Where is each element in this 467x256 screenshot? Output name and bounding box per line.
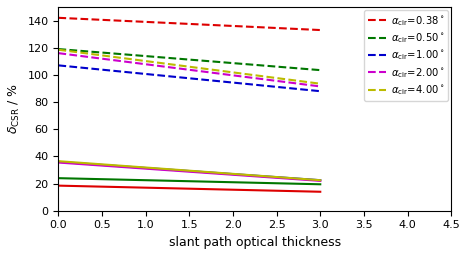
$\alpha_{\mathrm{cir}}\!=\!0.50^\circ$ xyxy=(304,68,310,71)
$\alpha_{\mathrm{cir}}\!=\!1.00^\circ$ xyxy=(318,90,323,93)
Legend: $\alpha_{\mathrm{cir}}\!=\!0.38^\circ$, $\alpha_{\mathrm{cir}}\!=\!0.50^\circ$, : $\alpha_{\mathrm{cir}}\!=\!0.38^\circ$, … xyxy=(364,10,448,101)
$\alpha_{\mathrm{cir}}\!=\!2.00^\circ$ xyxy=(125,60,131,63)
$\alpha_{\mathrm{cir}}\!=\!2.00^\circ$ xyxy=(71,54,77,57)
Line: $\alpha_{\mathrm{cir}}\!=\!1.00^\circ$: $\alpha_{\mathrm{cir}}\!=\!1.00^\circ$ xyxy=(58,65,320,91)
$\alpha_{\mathrm{cir}}\!=\!2.00^\circ$ xyxy=(104,58,110,61)
$\alpha_{\mathrm{cir}}\!=\!0.38^\circ$ xyxy=(295,27,301,30)
Line: $\alpha_{\mathrm{cir}}\!=\!0.50^\circ$: $\alpha_{\mathrm{cir}}\!=\!0.50^\circ$ xyxy=(58,49,320,70)
$\alpha_{\mathrm{cir}}\!=\!0.50^\circ$ xyxy=(66,48,72,51)
X-axis label: slant path optical thickness: slant path optical thickness xyxy=(169,236,341,249)
$\alpha_{\mathrm{cir}}\!=\!4.00^\circ$ xyxy=(125,57,131,60)
$\alpha_{\mathrm{cir}}\!=\!1.00^\circ$ xyxy=(295,88,301,91)
$\alpha_{\mathrm{cir}}\!=\!0.38^\circ$ xyxy=(71,17,77,20)
$\alpha_{\mathrm{cir}}\!=\!0.50^\circ$ xyxy=(318,69,323,72)
$\alpha_{\mathrm{cir}}\!=\!1.00^\circ$ xyxy=(71,65,77,68)
$\alpha_{\mathrm{cir}}\!=\!0.38^\circ$ xyxy=(318,28,323,31)
$\alpha_{\mathrm{cir}}\!=\!4.00^\circ$ xyxy=(104,55,110,58)
$\alpha_{\mathrm{cir}}\!=\!4.00^\circ$ xyxy=(304,80,310,83)
$\alpha_{\mathrm{cir}}\!=\!2.00^\circ$ xyxy=(304,83,310,86)
$\alpha_{\mathrm{cir}}\!=\!0.50^\circ$ xyxy=(56,48,61,51)
$\alpha_{\mathrm{cir}}\!=\!2.00^\circ$ xyxy=(295,82,301,85)
$\alpha_{\mathrm{cir}}\!=\!0.50^\circ$ xyxy=(71,49,77,52)
$\alpha_{\mathrm{cir}}\!=\!4.00^\circ$ xyxy=(66,50,72,53)
$\alpha_{\mathrm{cir}}\!=\!0.50^\circ$ xyxy=(104,51,110,55)
$\alpha_{\mathrm{cir}}\!=\!0.38^\circ$ xyxy=(304,28,310,31)
Line: $\alpha_{\mathrm{cir}}\!=\!2.00^\circ$: $\alpha_{\mathrm{cir}}\!=\!2.00^\circ$ xyxy=(58,53,320,87)
$\alpha_{\mathrm{cir}}\!=\!4.00^\circ$ xyxy=(318,82,323,85)
$\alpha_{\mathrm{cir}}\!=\!0.50^\circ$ xyxy=(295,67,301,70)
$\alpha_{\mathrm{cir}}\!=\!0.38^\circ$ xyxy=(66,17,72,20)
$\alpha_{\mathrm{cir}}\!=\!2.00^\circ$ xyxy=(56,52,61,55)
$\alpha_{\mathrm{cir}}\!=\!1.00^\circ$ xyxy=(304,88,310,91)
Y-axis label: $\delta_{\mathrm{CSR}}$ / %: $\delta_{\mathrm{CSR}}$ / % xyxy=(7,83,22,134)
$\alpha_{\mathrm{cir}}\!=\!1.00^\circ$ xyxy=(56,64,61,67)
$\alpha_{\mathrm{cir}}\!=\!2.00^\circ$ xyxy=(66,53,72,56)
$\alpha_{\mathrm{cir}}\!=\!0.38^\circ$ xyxy=(56,16,61,19)
$\alpha_{\mathrm{cir}}\!=\!4.00^\circ$ xyxy=(56,48,61,51)
$\alpha_{\mathrm{cir}}\!=\!0.38^\circ$ xyxy=(104,18,110,22)
Line: $\alpha_{\mathrm{cir}}\!=\!0.38^\circ$: $\alpha_{\mathrm{cir}}\!=\!0.38^\circ$ xyxy=(58,18,320,30)
$\alpha_{\mathrm{cir}}\!=\!1.00^\circ$ xyxy=(66,65,72,68)
$\alpha_{\mathrm{cir}}\!=\!2.00^\circ$ xyxy=(318,85,323,88)
$\alpha_{\mathrm{cir}}\!=\!4.00^\circ$ xyxy=(71,50,77,53)
$\alpha_{\mathrm{cir}}\!=\!1.00^\circ$ xyxy=(125,71,131,74)
$\alpha_{\mathrm{cir}}\!=\!1.00^\circ$ xyxy=(104,69,110,72)
$\alpha_{\mathrm{cir}}\!=\!0.50^\circ$ xyxy=(125,53,131,56)
$\alpha_{\mathrm{cir}}\!=\!0.38^\circ$ xyxy=(125,19,131,23)
$\alpha_{\mathrm{cir}}\!=\!4.00^\circ$ xyxy=(295,79,301,82)
Line: $\alpha_{\mathrm{cir}}\!=\!4.00^\circ$: $\alpha_{\mathrm{cir}}\!=\!4.00^\circ$ xyxy=(58,50,320,84)
